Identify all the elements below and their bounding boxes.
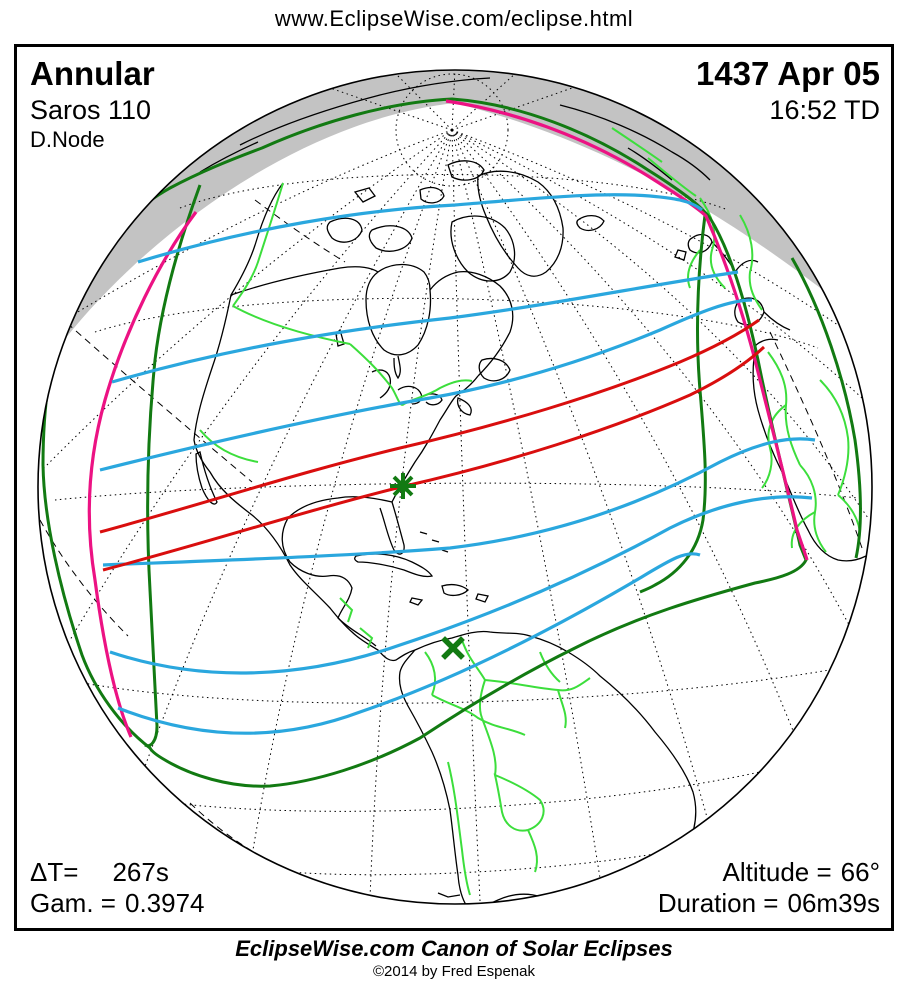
canon-credit: EclipseWise.com Canon of Solar Eclipses [235, 936, 673, 961]
eclipse-stats-left: ΔT= 267s Gam. = 0.3974 [30, 857, 205, 920]
altitude-label: Altitude = [722, 856, 832, 887]
altitude-value: 66° [840, 856, 880, 887]
delta-t-value: 267s [112, 856, 169, 887]
globe-limb [38, 70, 872, 904]
node-label: D.Node [30, 127, 105, 153]
dashed-guides [40, 200, 862, 870]
eclipse-type-block: Annular Saros 110 D.Node [30, 54, 155, 154]
duration-label: Duration = [657, 888, 779, 919]
duration-value: 06m39s [787, 888, 881, 919]
central-path [100, 320, 764, 570]
west-inner-limit [145, 185, 200, 746]
north-path-limit [100, 320, 759, 532]
gamma-value: 0.3974 [124, 888, 205, 919]
greatest-eclipse-asterisk [390, 473, 416, 499]
eclipse-time: 16:52 TD [769, 95, 880, 126]
eclipse-date-block: 1437 Apr 05 16:52 TD [696, 54, 880, 127]
delta-t-label: ΔT= [30, 856, 79, 887]
east-inner-limit [640, 215, 705, 592]
coastlines [194, 78, 866, 913]
site-url-heading: www.EclipseWise.com/eclipse.html [274, 6, 634, 31]
east-rise-set-curve [446, 101, 807, 560]
saros-number: Saros 110 [30, 95, 152, 126]
east-limb-limit [792, 258, 860, 558]
magnitude-contours [100, 195, 815, 734]
south-path-limit [103, 347, 764, 570]
gamma-label: Gam. = [30, 888, 116, 919]
subsolar-x [445, 640, 461, 656]
rise-set-curves [89, 101, 807, 737]
map-frame [14, 44, 894, 931]
copyright: ©2014 by Fred Espenak [373, 963, 535, 980]
eclipse-stats-right: Altitude = 66° Duration = 06m39s [658, 857, 880, 920]
west-rise-set-curve [89, 212, 196, 737]
eclipse-date: 1437 Apr 05 [695, 55, 880, 92]
eclipse-type: Annular [30, 55, 155, 92]
